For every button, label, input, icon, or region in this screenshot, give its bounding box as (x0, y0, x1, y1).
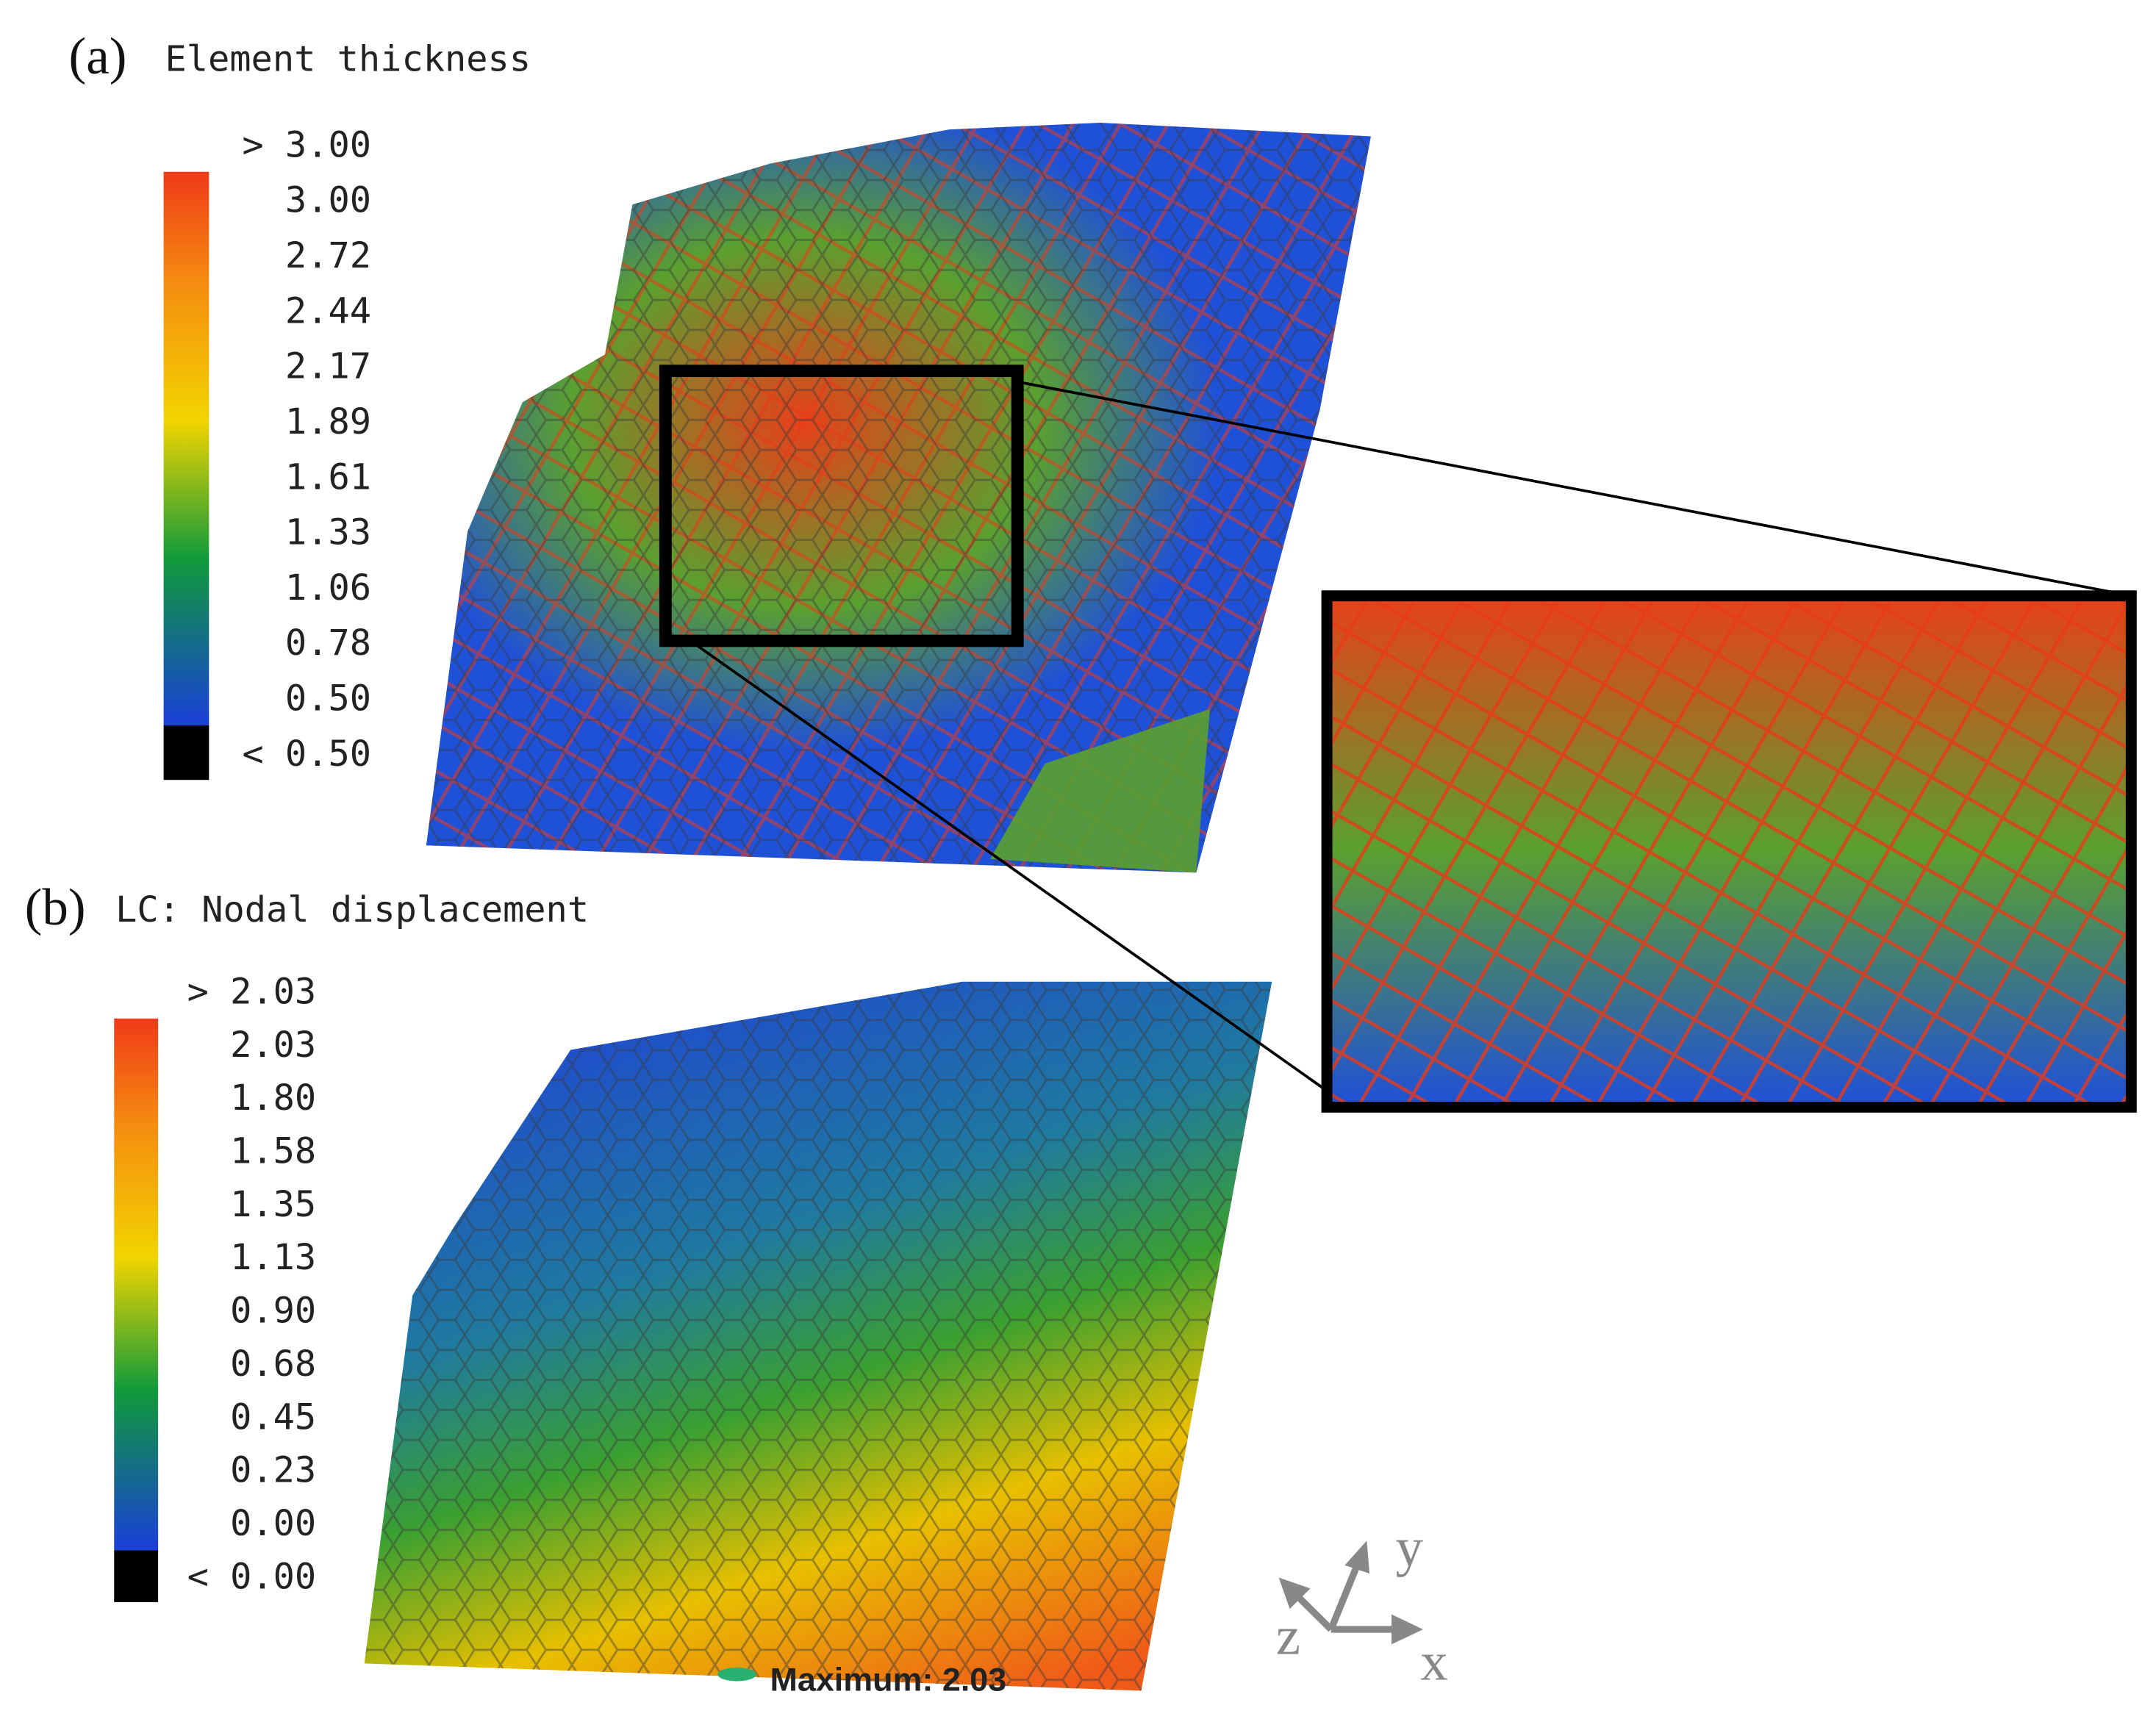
mesh-a (426, 122, 1371, 873)
legend-label: 1.13 (230, 1237, 316, 1278)
legend-label: 1.80 (230, 1077, 316, 1119)
mesh-b (364, 981, 1272, 1691)
panel-title: Element thickness (165, 39, 531, 80)
inset (1321, 590, 2137, 1113)
colorbar (163, 171, 209, 725)
legend-label: 1.89 (285, 401, 371, 442)
legend-label: < 0.00 (187, 1557, 317, 1598)
legend-label: 0.00 (230, 1503, 316, 1544)
legend-label: 3.00 (285, 180, 371, 221)
legend-label: 2.03 (230, 1025, 316, 1066)
panel-label: (a) (69, 28, 127, 85)
colorbar (114, 1018, 159, 1551)
legend-label: 2.17 (285, 346, 371, 387)
colorbar-under (114, 1550, 159, 1602)
legend-label: 1.06 (285, 567, 371, 609)
colorbar-under (163, 725, 209, 781)
legend-label: 0.23 (230, 1450, 316, 1491)
zoom-line (1017, 380, 2132, 598)
legend-label: > 2.03 (187, 972, 317, 1013)
legend-label: 1.35 (230, 1184, 316, 1225)
axis-gizmo (1278, 1540, 1424, 1645)
max-marker (717, 1667, 756, 1682)
legend-label: > 3.00 (242, 125, 371, 166)
legend-label: 1.33 (285, 512, 371, 553)
legend-label: < 0.50 (242, 733, 371, 775)
zoom-box (659, 365, 1024, 647)
legend-label: 0.90 (230, 1291, 316, 1332)
axis-label: y (1396, 1518, 1423, 1578)
panel-title: LC: Nodal displacement (115, 889, 589, 930)
legend-label: 0.45 (230, 1396, 316, 1438)
legend-label: 1.61 (285, 456, 371, 498)
panel-label: (b) (25, 879, 86, 936)
legend-label: 2.44 (285, 291, 371, 332)
axis-label: z (1276, 1607, 1300, 1667)
legend-label: 2.72 (285, 235, 371, 276)
legend-label: 0.78 (285, 622, 371, 664)
axis-label: x (1420, 1632, 1447, 1693)
annotation: Maximum: 2.03 (770, 1662, 1007, 1698)
legend-label: 1.58 (230, 1131, 316, 1172)
legend-label: 0.68 (230, 1343, 316, 1385)
zoom-line (693, 642, 1328, 1092)
legend-label: 0.50 (285, 678, 371, 720)
